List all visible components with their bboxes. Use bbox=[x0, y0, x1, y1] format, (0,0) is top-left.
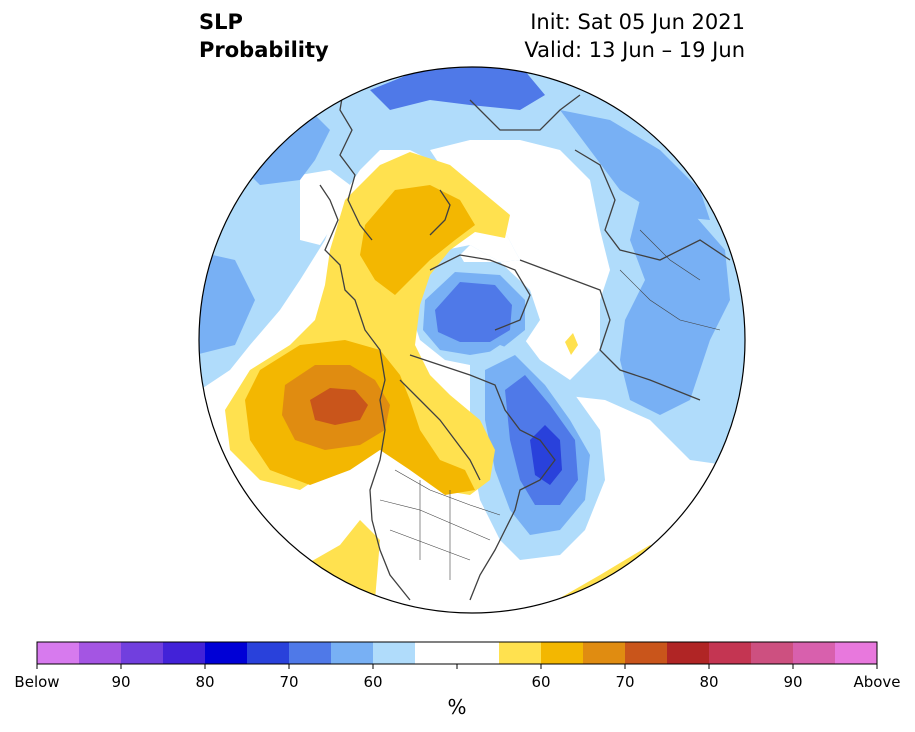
neutral-region-atlantic bbox=[300, 170, 350, 245]
title-line-2: Probability bbox=[199, 38, 329, 62]
colorbar-tick-label: 60 bbox=[363, 673, 383, 691]
colorbar-tick-label: 70 bbox=[279, 673, 299, 691]
colorbar-cell bbox=[751, 642, 794, 664]
colorbar-cell bbox=[583, 642, 626, 664]
colorbar-cell bbox=[247, 642, 290, 664]
colorbar-tick-label: 80 bbox=[195, 673, 215, 691]
colorbar-cell bbox=[373, 642, 416, 664]
colorbar-cell bbox=[79, 642, 122, 664]
colorbar-tick-label: 80 bbox=[699, 673, 719, 691]
below-mid-region-east bbox=[620, 200, 730, 415]
colorbar-cell bbox=[457, 642, 500, 664]
colorbar-cell bbox=[709, 642, 752, 664]
probability-map bbox=[198, 66, 746, 614]
colorbar-cell bbox=[415, 642, 458, 664]
colorbar-cell bbox=[793, 642, 836, 664]
init-date: Init: Sat 05 Jun 2021 bbox=[530, 10, 745, 34]
colorbar-tick-label: 70 bbox=[615, 673, 635, 691]
map-field bbox=[199, 67, 745, 613]
colorbar-cell bbox=[625, 642, 668, 664]
colorbar-cell bbox=[331, 642, 374, 664]
below-mid-region-northeast bbox=[560, 110, 710, 220]
colorbar-cell bbox=[667, 642, 710, 664]
colorbar-tick-label: 90 bbox=[111, 673, 131, 691]
colorbar-cell bbox=[121, 642, 164, 664]
colorbar-cell bbox=[205, 642, 248, 664]
map-boundary bbox=[198, 66, 746, 614]
colorbar-unit: % bbox=[447, 695, 467, 719]
below-mid-region-top bbox=[370, 67, 545, 110]
colorbar-cell bbox=[499, 642, 542, 664]
colorbar bbox=[36, 641, 878, 669]
borders bbox=[379, 229, 721, 580]
colorbar-tick-label: 90 bbox=[783, 673, 803, 691]
chart-title: SLP Probability bbox=[199, 8, 329, 64]
colorbar-tick-label: Above bbox=[853, 673, 901, 691]
colorbar-ticks bbox=[36, 664, 878, 669]
colorbar-cell bbox=[163, 642, 206, 664]
colorbar-cell bbox=[289, 642, 332, 664]
colorbar-cell bbox=[541, 642, 584, 664]
date-info: Init: Sat 05 Jun 2021 Valid: 13 Jun – 19… bbox=[524, 8, 745, 64]
colorbar-tick-label: 60 bbox=[531, 673, 551, 691]
above-mid-region-canada bbox=[360, 185, 475, 295]
colorbar-cells bbox=[37, 642, 878, 664]
colorbar-cell bbox=[37, 642, 80, 664]
below-strong-region-arctic bbox=[435, 282, 512, 342]
title-line-1: SLP bbox=[199, 10, 243, 34]
below-deep-region-atlantic bbox=[530, 425, 562, 485]
colorbar-tick-label: Below bbox=[14, 673, 60, 691]
valid-date: Valid: 13 Jun – 19 Jun bbox=[524, 38, 745, 62]
above-light-region-europe bbox=[565, 333, 578, 355]
above-deep-region-pacific bbox=[310, 388, 368, 425]
colorbar-cell bbox=[835, 642, 878, 664]
coastlines bbox=[319, 79, 731, 601]
